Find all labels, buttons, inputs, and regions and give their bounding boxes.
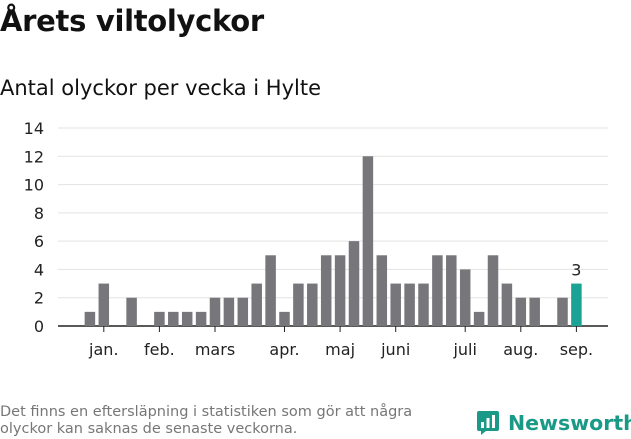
newsworthy-icon [477,411,499,435]
bar [432,255,443,326]
x-axis-labels: jan. feb. mars apr. maj juni juli aug. sep. [88,326,593,359]
data-label: 3 [571,261,581,280]
y-tick-label: 6 [34,232,44,251]
x-tick-label: feb. [144,340,175,359]
bar [487,255,499,326]
x-tick-label: juli [452,340,476,359]
y-tick-label: 4 [34,260,44,279]
bar [473,311,485,326]
bar [279,311,290,326]
bar [348,241,360,326]
chart-title: Årets viltolyckor [0,4,264,38]
bar [293,283,304,326]
data-labels: 3 [571,261,581,280]
bar [181,311,193,326]
bar [501,283,513,326]
y-tick-label: 12 [24,147,44,166]
y-tick-label: 8 [34,204,44,223]
brand-name: Newsworthy [508,411,631,435]
bar [307,283,318,326]
bars [84,156,582,326]
bar [529,297,540,326]
bar-highlight [571,283,582,326]
bar [404,283,415,326]
bar [334,255,346,326]
y-tick-label: 2 [34,289,44,308]
bar [446,255,457,326]
bar [98,283,110,326]
bar [376,255,388,326]
bar [126,297,137,326]
grid-lines [58,127,608,327]
x-tick-label: juni [380,340,410,359]
bar [265,255,276,326]
bar [362,156,374,326]
y-tick-label: 10 [24,176,44,195]
x-tick-label: mars [195,340,235,359]
bar [168,311,179,326]
bar [223,297,235,326]
y-tick-label: 14 [24,119,44,138]
bar [557,297,568,326]
bar [237,297,249,326]
x-tick-label: apr. [269,340,299,359]
bar [418,283,429,326]
x-tick-label: aug. [503,340,538,359]
chart-subtitle: Antal olyckor per vecka i Hylte [0,76,322,100]
brand-logo[interactable]: Newsworthy [476,408,631,438]
bar-chart: 0 2 4 6 8 10 12 14 jan. feb. mars apr. maj juni juli a… [24,119,608,359]
footnote: Det finns en eftersläpning i statistiken… [0,404,413,437]
bar [251,283,262,326]
bar [459,269,471,326]
y-axis-labels: 0 2 4 6 8 10 12 14 [24,119,44,336]
x-tick-label: maj [325,340,355,359]
bar [195,311,207,326]
bar [320,255,332,326]
y-tick-label: 0 [34,317,44,336]
bar [390,283,401,326]
bar [84,311,96,326]
bar [154,311,165,326]
bar [209,297,221,326]
bar [515,297,527,326]
x-tick-label: jan. [88,340,118,359]
x-tick-label: sep. [560,340,593,359]
